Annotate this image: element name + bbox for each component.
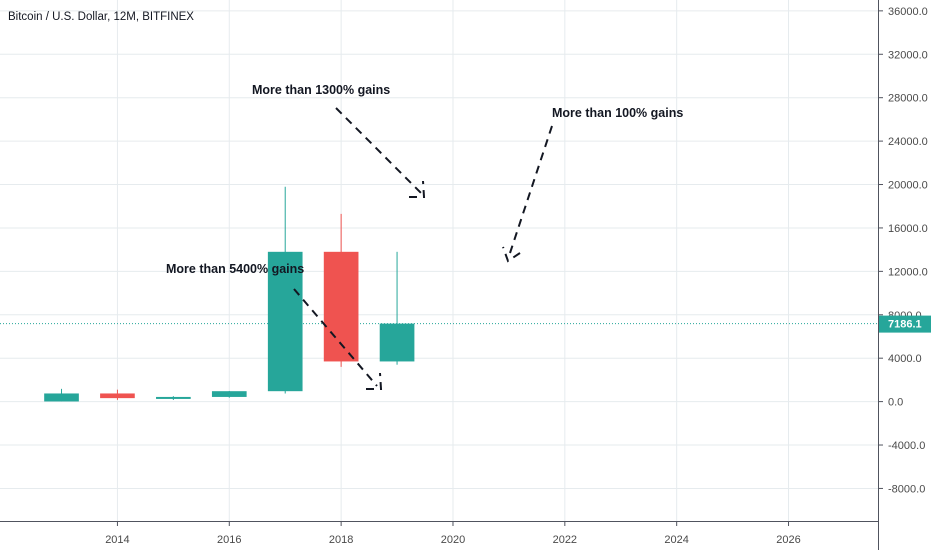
- y-tick-label: 32000.0: [888, 49, 928, 61]
- y-tick-label: 24000.0: [888, 136, 928, 148]
- candle-body: [156, 396, 191, 399]
- current-price-label: 7186.1: [888, 319, 922, 331]
- y-tick-label: 16000.0: [888, 223, 928, 235]
- candle-2013: [44, 388, 79, 402]
- candle-2019: [379, 251, 415, 365]
- annotations: More than 5400% gains More than 1300% gai…: [166, 83, 683, 390]
- y-tick-label: 0.0: [888, 397, 903, 409]
- x-tick-label: 2014: [105, 534, 129, 546]
- candle-body: [100, 393, 135, 399]
- y-tick-label: 12000.0: [888, 266, 928, 278]
- candle-body: [379, 323, 415, 362]
- chart-title: Bitcoin / U.S. Dollar, 12M, BITFINEX: [8, 11, 194, 23]
- candle-2017: [267, 186, 303, 394]
- candle-2016: [211, 390, 247, 398]
- current-price-tag: [879, 315, 931, 333]
- x-tick-label: 2022: [553, 534, 577, 546]
- y-tick-label: 36000.0: [888, 6, 928, 18]
- annotation-text: More than 1300% gains: [252, 83, 390, 97]
- annotation-text: More than 100% gains: [552, 106, 683, 120]
- candle-2014: [100, 389, 135, 400]
- x-tick-label: 2024: [664, 534, 688, 546]
- annotation-arrow: [293, 288, 383, 390]
- y-tick-label: 28000.0: [888, 93, 928, 105]
- candle-body: [211, 391, 247, 397]
- y-tick-label: 20000.0: [888, 180, 928, 192]
- annotation-arrow: [335, 107, 426, 198]
- y-tick-label: -8000.0: [888, 483, 925, 495]
- x-tick-label: 2016: [217, 534, 241, 546]
- annotation-text: More than 5400% gains: [166, 262, 304, 276]
- y-tick-label: 4000.0: [888, 353, 922, 365]
- x-tick-label: 2020: [441, 534, 465, 546]
- x-tick-label: 2018: [329, 534, 353, 546]
- y-tick-label: -4000.0: [888, 440, 925, 452]
- x-tick-label: 2026: [776, 534, 800, 546]
- candle-body: [267, 251, 303, 392]
- annotation-arrow: [502, 125, 553, 263]
- candle-body: [44, 393, 79, 402]
- candle-2015: [156, 396, 191, 400]
- grid: [0, 0, 878, 521]
- candles: [44, 186, 415, 402]
